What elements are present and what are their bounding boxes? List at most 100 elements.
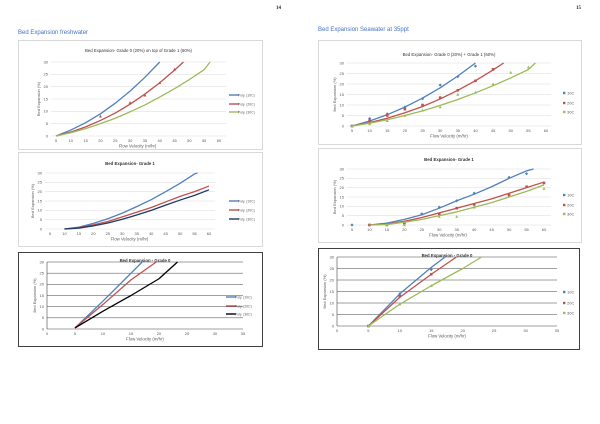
data-point-10c [473,64,478,68]
data-point-poly-20c [128,101,132,104]
y-tick-label: 30 [330,254,335,259]
y-tick-label: 10 [340,204,345,209]
x-tick-label: 30 [120,231,125,236]
x-tick-label: 25 [420,128,425,133]
legend-label-poly-10c: Poly. (10C) [238,199,255,203]
data-point-poly-20c [98,114,102,118]
y-tick-label: 25 [340,71,345,76]
y-tick-label: 15 [340,194,345,199]
data-point-20c [403,107,407,111]
y-tick-label: 10 [38,208,43,213]
chart-freshwater-grade0-on-grade1: Bed Expansion- Grade 0 (20%) on top of G… [18,40,263,150]
x-tick-label: 15 [385,128,390,133]
y-tick-label: 0 [332,323,335,328]
x-tick-label: 30 [437,227,442,232]
y-tick-label: 25 [44,72,49,77]
x-tick-label: 45 [491,128,496,133]
x-axis-title: Flow Velocity (m/hr) [126,337,164,342]
x-tick-label: 40 [149,231,154,236]
data-point-30c [421,108,425,112]
trendline-poly-10c [64,172,198,230]
x-tick-label: 50 [507,227,512,232]
data-point-20c [438,96,442,99]
legend-swatch-20c [563,101,566,105]
chart-svg: Bed Expansion - Grade 0 0 5 10 15 20 25 30 0 5 10 1… [322,253,574,339]
data-point-10c [524,172,529,176]
y-tick-label: 5 [40,217,43,222]
y-tick-label: 0 [342,222,345,227]
x-tick-label: 40 [158,138,163,143]
x-axis-title: Flow Velocity (m/hr) [428,334,466,339]
y-tick-label: 20 [38,189,43,194]
y-tick-label: 20 [44,84,49,89]
legend-label-20c: 20C [567,100,574,105]
y-tick-label: 30 [340,166,345,171]
y-tick-label: 30 [340,60,345,65]
chart-svg: Bed Expansion- Grade 0 (20%) on top of G… [36,48,255,149]
x-axis-title: Flow Velocity (m/hr) [119,144,157,149]
trendline-poly-30c [64,189,210,230]
y-tick-label: 25 [38,180,43,185]
chart-title: Bed Expansion- Grade 0 (20%) + Grade 1 (… [403,52,496,57]
trendline-poly-20c [74,261,157,329]
data-point-30c [398,302,402,306]
trendline-20c [369,181,545,226]
data-point-10c [420,212,424,216]
x-tick-label: 60 [542,227,547,232]
data-point-30c [368,122,372,126]
data-point-30c [429,284,433,287]
legend-swatch-10c [563,91,566,95]
y-axis-title: Bed Expansion (%) [30,183,35,218]
x-tick-label: 30 [523,328,528,333]
x-tick-label: 35 [143,138,148,143]
data-point-30c [542,187,546,190]
data-point-10c [456,75,460,79]
y-tick-label: 10 [330,300,335,305]
legend-label-poly-20c: Poly. (20C) [238,102,255,106]
chart-seawater-grade0: Bed Expansion - Grade 0 0 5 10 15 20 25 30 0 5 10 1… [318,248,580,350]
x-tick-label: 55 [202,138,207,143]
legend-label-poly-30c: Poly. (30C) [235,312,252,316]
x-tick-label: 10 [398,328,403,333]
legend-label-30c: 30C [567,109,574,114]
y-tick-label: 5 [332,312,335,317]
data-point-20c [368,223,371,227]
y-tick-label: 25 [340,176,345,181]
trendline-poly-30c [74,261,178,329]
x-tick-label: 50 [187,138,192,143]
x-tick-label: 20 [403,128,408,133]
legend-label-30c: 30C [567,211,574,216]
x-tick-label: 10 [101,331,106,336]
data-point-30c [456,92,460,96]
x-tick-label: 45 [172,138,177,143]
y-tick-label: 20 [340,81,345,86]
data-point-30c [526,65,530,69]
data-point-10c [438,83,442,87]
x-tick-label: 20 [91,231,96,236]
data-point-20c [507,193,511,197]
trendline-10c [367,256,446,327]
x-tick-label: 45 [489,227,494,232]
x-tick-label: 45 [163,231,168,236]
data-point-20c [542,181,546,185]
x-tick-label: 5 [351,227,354,232]
chart-title: Bed Expansion - Grade 0 [120,258,171,263]
data-point-30c [473,90,477,94]
data-point-20c [421,103,424,107]
x-tick-label: 20 [402,227,407,232]
x-tick-label: 25 [106,231,111,236]
legend-label-poly-20c: Poly. (20C) [238,208,255,212]
y-tick-label: 5 [46,121,49,126]
data-point-30c [472,205,476,209]
trendline-10c [351,62,476,127]
x-tick-label: 50 [178,231,183,236]
data-point-20c [385,114,389,117]
x-tick-label: 5 [49,231,52,236]
x-tick-label: 30 [128,138,133,143]
legend-swatch-30c [563,311,566,315]
legend-label-10c: 10C [567,192,574,197]
y-axis-title: Bed Expansion (%) [332,179,337,214]
data-point-30c [509,70,513,74]
y-axis-title: Bed Expansion (%) [32,278,37,313]
data-point-20c [403,221,406,225]
